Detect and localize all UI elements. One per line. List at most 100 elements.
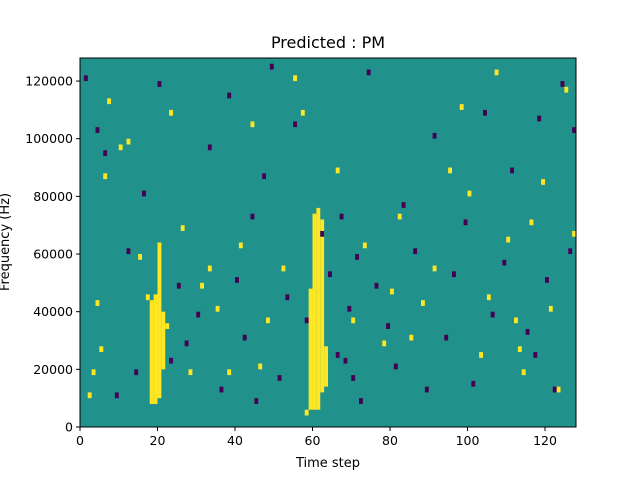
x-tick-label: 20	[150, 433, 166, 448]
yellow-cell	[397, 213, 402, 220]
yellow-cell	[432, 265, 437, 272]
yellow-cell	[118, 144, 123, 151]
dark-cell	[359, 398, 363, 404]
yellow-cell	[91, 369, 96, 376]
yellow-cell	[390, 288, 394, 295]
yellow-band	[320, 219, 325, 393]
dark-cell	[169, 357, 174, 364]
y-tick-label: 120000	[25, 74, 73, 89]
yellow-cell	[362, 242, 367, 249]
heatmap-cells	[83, 63, 577, 416]
yellow-band	[312, 213, 317, 410]
plot-area	[79, 57, 577, 428]
yellow-cell	[250, 121, 255, 128]
dark-cell	[444, 334, 449, 341]
yellow-cell	[351, 317, 356, 324]
yellow-cell	[521, 369, 526, 376]
dark-cell	[471, 380, 476, 387]
dark-cell	[235, 277, 239, 283]
y-tick-label: 100000	[25, 131, 73, 146]
yellow-cell	[421, 300, 425, 306]
yellow-cell	[238, 242, 243, 249]
yellow-cell	[541, 179, 546, 185]
yellow-cell	[188, 369, 193, 376]
dark-cell	[424, 386, 429, 393]
yellow-cell	[138, 254, 143, 260]
dark-cell	[250, 213, 255, 220]
dark-cell	[277, 375, 282, 381]
dark-cell	[452, 271, 456, 278]
yellow-cell	[200, 282, 205, 289]
chart-title: Predicted : PM	[271, 33, 385, 52]
yellow-cell	[99, 346, 104, 353]
dark-cell	[502, 259, 507, 266]
dark-cell	[242, 334, 247, 341]
dark-cell	[545, 277, 549, 283]
dark-cell	[533, 352, 538, 358]
dark-cell	[339, 213, 344, 220]
dark-cell	[463, 219, 468, 226]
x-tick-label: 0	[76, 433, 84, 448]
dark-cell	[262, 173, 267, 180]
yellow-cell	[486, 294, 491, 301]
yellow-band	[153, 294, 158, 404]
dark-cell	[207, 144, 212, 151]
dark-cell	[525, 328, 530, 335]
y-tick-label: 40000	[33, 304, 73, 319]
dark-cell	[413, 248, 418, 255]
dark-cell	[343, 357, 348, 364]
x-tick-label: 80	[382, 433, 398, 448]
yellow-cell	[517, 346, 522, 353]
x-axis-label: Time step	[295, 456, 360, 471]
dark-cell	[320, 230, 325, 237]
yellow-cell	[87, 392, 92, 399]
dark-cell	[83, 75, 88, 82]
yellow-cell	[281, 265, 286, 272]
yellow-cell	[145, 294, 150, 301]
dark-cell	[552, 386, 557, 393]
x-tick-label: 60	[305, 433, 321, 448]
dark-cell	[176, 282, 181, 289]
dark-cell	[304, 317, 309, 324]
yellow-cell	[506, 236, 511, 243]
dark-cell	[219, 386, 224, 393]
yellow-band	[161, 311, 166, 370]
yellow-band	[157, 242, 162, 399]
yellow-cell	[169, 109, 174, 116]
dark-cell	[254, 398, 259, 404]
yellow-cell	[293, 75, 298, 82]
dark-cell	[103, 150, 108, 157]
dark-cell	[483, 109, 487, 116]
yellow-cell	[459, 104, 464, 110]
dark-cell	[386, 323, 391, 329]
dark-cell	[285, 294, 290, 301]
dark-cell	[510, 167, 515, 174]
yellow-cell	[556, 386, 561, 393]
y-axis: 0 20000 40000 60000 80000 100000 120000	[25, 74, 80, 435]
yellow-cell	[467, 190, 472, 197]
dark-cell	[560, 81, 565, 87]
y-tick-label: 20000	[33, 362, 73, 377]
dark-cell	[157, 81, 162, 87]
dark-cell	[366, 69, 371, 76]
dark-cell	[537, 115, 542, 122]
yellow-cell	[494, 69, 499, 76]
dark-cell	[568, 248, 573, 255]
yellow-cell	[258, 363, 263, 370]
yellow-cell	[180, 225, 185, 231]
yellow-cell	[382, 340, 387, 347]
yellow-band	[149, 300, 154, 404]
yellow-cell	[572, 230, 577, 237]
yellow-cell	[227, 369, 232, 376]
yellow-cell	[514, 317, 518, 324]
dark-cell	[351, 375, 356, 381]
yellow-cell	[215, 305, 220, 312]
dark-cell	[393, 363, 398, 370]
dark-cell	[134, 369, 139, 376]
dark-cell	[374, 282, 379, 289]
x-tick-label: 120	[533, 433, 557, 448]
yellow-cell	[207, 265, 212, 272]
dark-cell	[347, 305, 352, 312]
dark-cell	[126, 248, 131, 255]
